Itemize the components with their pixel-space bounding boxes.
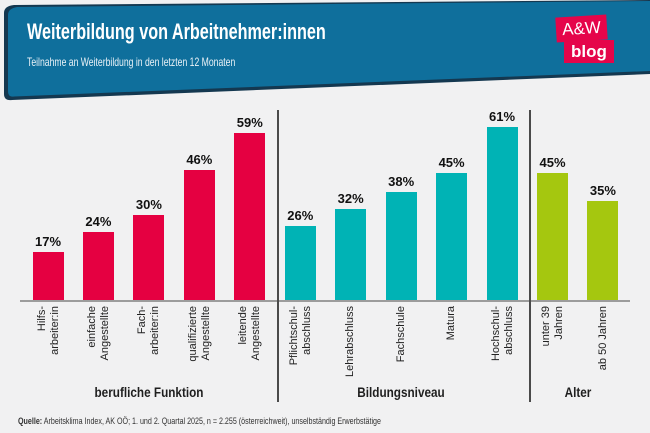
bar xyxy=(183,170,215,300)
page-subtitle: Teilnahme an Weiterbildung in den letzte… xyxy=(27,55,236,69)
bar-category-label: Lehrabschluss xyxy=(344,306,357,377)
bar-value-label: 26% xyxy=(287,208,314,223)
logo-blog-box: blog xyxy=(564,40,614,63)
bar-category-label: Matura xyxy=(445,306,458,341)
bar xyxy=(486,127,518,300)
bar-category-label: Fach-arbeiter:in xyxy=(136,306,161,355)
bar-category-label: einfache Angestellte xyxy=(85,306,111,361)
page-title: Weiterbildung von Arbeitnehmer:innen xyxy=(27,19,326,44)
bar-value-label: 30% xyxy=(135,197,162,212)
source-label: Quelle: xyxy=(18,416,43,427)
bar-category-label: Hilfs-arbeiter:in xyxy=(35,306,61,355)
bar xyxy=(32,252,64,300)
group-label: berufliche Funktion xyxy=(94,385,204,400)
header-banner xyxy=(4,0,650,101)
source-note: Quelle: Arbeitsklima Index, AK OÖ; 1. un… xyxy=(18,416,381,427)
group-label: Bildungsniveau xyxy=(357,385,445,400)
bar xyxy=(335,209,367,300)
bar xyxy=(284,226,316,300)
bar-category-label: ab 50 Jahren xyxy=(596,306,609,371)
bar-value-label: 45% xyxy=(539,155,566,170)
bar xyxy=(82,232,114,300)
bar xyxy=(587,201,619,300)
bar xyxy=(133,215,165,300)
bar-category-label: Hochschul-abschluss xyxy=(489,306,515,362)
group-divider xyxy=(277,110,280,402)
bar xyxy=(436,173,468,300)
group-divider xyxy=(529,110,532,402)
banner-shape xyxy=(8,1,650,97)
bar-category-label: Pflichtschul-abschluss xyxy=(287,306,313,366)
bar-category-label: qualifizierte Angestellte xyxy=(186,306,212,362)
bar-value-label: 59% xyxy=(236,115,263,130)
bar xyxy=(537,173,568,300)
bar-value-label: 45% xyxy=(438,155,465,170)
bar-value-label: 35% xyxy=(589,183,616,198)
source-text: Arbeitsklima Index, AK OÖ; 1. und 2. Qua… xyxy=(42,416,381,427)
bar xyxy=(234,133,266,300)
bar-value-label: 61% xyxy=(489,109,516,124)
bar-category-label: leitende Angestellte xyxy=(237,306,262,361)
group-label: Alter xyxy=(564,385,592,400)
aw-blog-logo: A&W blog xyxy=(554,13,624,68)
bar-category-label: unter 39 Jahren xyxy=(540,306,565,347)
bar-value-label: 38% xyxy=(388,174,415,189)
bar-value-label: 32% xyxy=(337,191,364,206)
bar xyxy=(385,192,417,300)
bar-value-label: 17% xyxy=(34,234,62,249)
bar-category-label: Fachschule xyxy=(394,306,407,363)
bar-value-label: 46% xyxy=(186,152,213,167)
x-axis-line xyxy=(20,300,630,302)
bar-value-label: 24% xyxy=(85,214,112,229)
